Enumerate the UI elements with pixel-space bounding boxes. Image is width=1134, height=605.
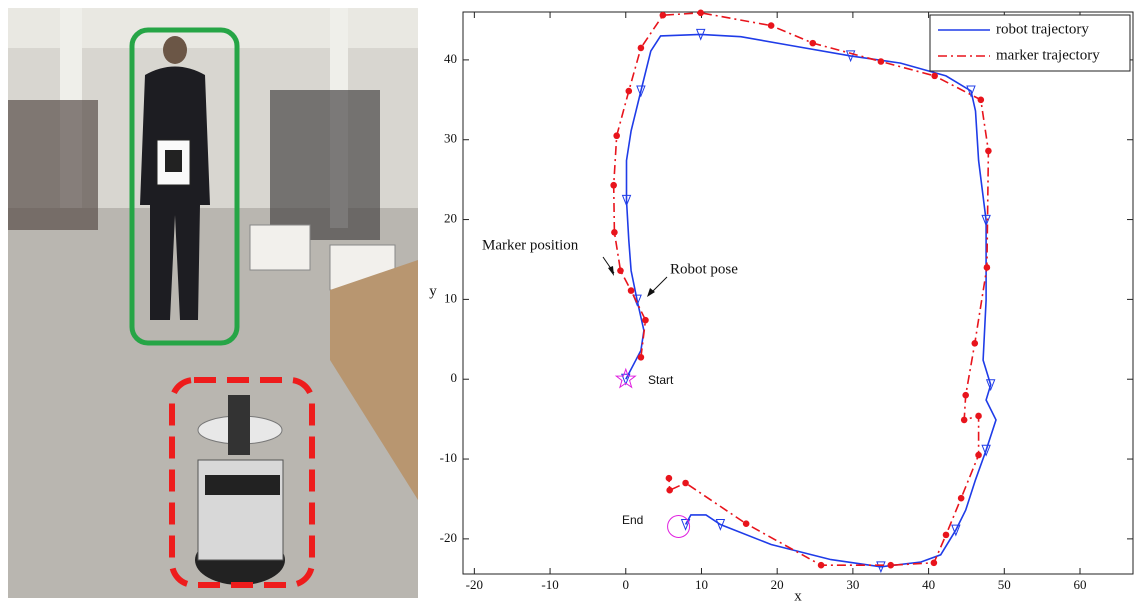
marker-point — [638, 45, 645, 52]
marker-point — [666, 487, 673, 494]
x-tick-label: 40 — [922, 577, 935, 592]
y-tick-label: 40 — [444, 51, 457, 66]
marker-point — [818, 562, 825, 569]
marker-point — [958, 495, 965, 502]
photo-people — [8, 100, 98, 230]
y-tick-label: 30 — [444, 131, 457, 146]
x-tick-label: 10 — [695, 577, 708, 592]
y-tick-label: 10 — [444, 290, 457, 305]
marker-point — [625, 88, 632, 95]
marker-point — [943, 532, 950, 539]
photo — [8, 8, 418, 598]
marker-point — [638, 354, 645, 361]
photo-robot-sensor — [205, 475, 280, 495]
annotation: Marker position — [482, 237, 579, 253]
marker-point — [611, 229, 618, 236]
marker-point — [642, 317, 649, 324]
marker-point — [984, 264, 991, 271]
figure: x y Marker position Robot pose Start End… — [0, 0, 1134, 605]
marker-point — [628, 287, 635, 294]
marker-point — [931, 73, 938, 80]
marker-point — [617, 267, 624, 274]
marker-point — [809, 40, 816, 47]
marker-point — [743, 520, 750, 527]
legend-label: robot trajectory — [996, 21, 1089, 37]
marker-point — [975, 452, 982, 459]
x-tick-label: 50 — [998, 577, 1011, 592]
marker-point — [666, 475, 673, 482]
marker-point — [985, 148, 992, 155]
marker-point — [931, 560, 938, 567]
marker-point — [962, 392, 969, 399]
marker-point — [975, 413, 982, 420]
marker-point — [971, 340, 978, 347]
photo-box — [250, 225, 310, 270]
y-tick-label: 20 — [444, 211, 457, 226]
chart: x y Marker position Robot pose Start End… — [429, 9, 1133, 604]
y-tick-label: -20 — [440, 530, 457, 545]
y-axis-label: y — [429, 283, 437, 299]
marker-point — [887, 562, 894, 569]
photo-robot-arm — [228, 395, 250, 455]
marker-point — [697, 9, 704, 16]
photo-people — [270, 90, 380, 240]
annotation: Start — [648, 373, 674, 387]
x-tick-label: 20 — [771, 577, 784, 592]
annotation: End — [622, 513, 643, 527]
x-axis-label: x — [794, 588, 802, 604]
photo-marker-tag — [165, 150, 182, 172]
marker-point — [610, 182, 617, 189]
x-tick-label: -20 — [466, 577, 483, 592]
y-tick-label: -10 — [440, 450, 457, 465]
marker-point — [660, 12, 667, 19]
marker-point — [978, 97, 985, 104]
annotation: Robot pose — [670, 261, 738, 277]
x-tick-label: 30 — [846, 577, 859, 592]
marker-point — [961, 417, 968, 424]
marker-point — [613, 132, 620, 139]
marker-point — [768, 22, 775, 29]
marker-point — [682, 480, 689, 487]
legend-label: marker trajectory — [996, 47, 1100, 63]
y-tick-label: 0 — [451, 370, 458, 385]
marker-point — [878, 58, 885, 65]
x-tick-label: -10 — [541, 577, 558, 592]
photo-person-head — [163, 36, 187, 64]
x-tick-label: 0 — [623, 577, 630, 592]
plot-area — [463, 12, 1133, 574]
x-tick-label: 60 — [1074, 577, 1087, 592]
